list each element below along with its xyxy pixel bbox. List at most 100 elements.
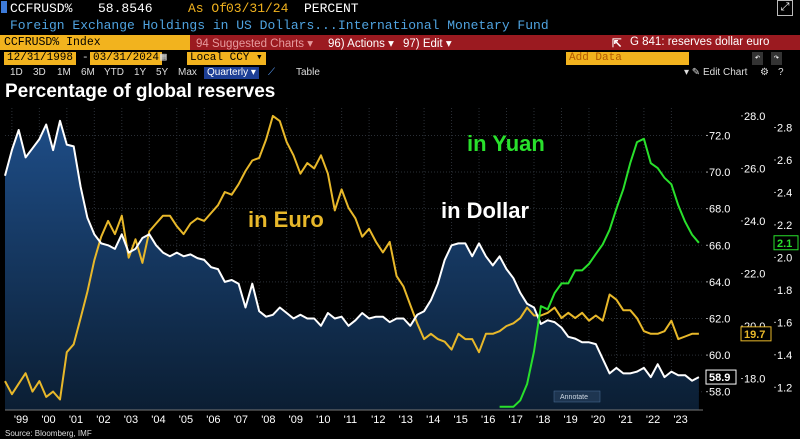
help-icon[interactable]: ? <box>778 67 784 78</box>
security-header: CCFRUSD% 58.8546 As Of 03/31/24 PERCENT … <box>0 0 800 18</box>
period-1y[interactable]: 1Y <box>134 67 147 78</box>
dollar-area-fill <box>5 120 699 411</box>
actions-menu[interactable]: 96) Actions ▾ <box>328 38 394 50</box>
edit-menu[interactable]: 97) Edit ▾ <box>403 38 452 50</box>
euro-axis-tick-label: 22.0 <box>744 268 765 280</box>
add-data-input[interactable]: Add Data <box>566 52 689 65</box>
unit-label: PERCENT <box>304 1 359 16</box>
reserves-chart: '99 '00 '01 '02 '03 '04 '05 '06 '07 '08 '09 '10 '11 '… <box>4 108 799 426</box>
edit-label: 97) Edit <box>403 38 443 50</box>
period-3d[interactable]: 3D <box>33 67 46 78</box>
frequency-select[interactable]: Quarterly ▾ <box>204 67 259 79</box>
yuan-last-value: 2.1 <box>777 238 792 250</box>
yuan-axis-tick-label: 1.8 <box>777 285 792 297</box>
euro-last-value: 19.7 <box>744 329 765 341</box>
yuan-badge-box <box>773 235 799 251</box>
euro-series-line <box>4 114 699 401</box>
as-of-label: As Of <box>188 1 228 16</box>
suggested-charts-label: 94 Suggested Charts <box>196 38 305 50</box>
as-of-date: 03/31/24 <box>226 1 289 16</box>
x-tick-label: '19 <box>563 414 577 426</box>
actions-label: 96) Actions <box>328 38 385 50</box>
source-organization: International Monetary Fund <box>338 18 549 33</box>
period-bar: 1D 3D 1M 6M YTD 1Y 5Y Max Quarterly ▾ ⟋ … <box>0 67 800 79</box>
x-tick-label: '16 <box>481 414 495 426</box>
dollar-last-badge: 58.9 <box>705 369 737 385</box>
yuan-annotation: in Yuan <box>467 131 545 156</box>
date-range-bar: 12/31/1998 - 03/31/2024 ▦ Local CCY ▾ Ad… <box>0 52 800 66</box>
line-chart-icon[interactable]: ⟋ <box>268 67 275 78</box>
description-row: Foreign Exchange Holdings in US Dollars.… <box>0 18 800 34</box>
x-tick-label: '08 <box>261 414 275 426</box>
edit-chart-menu[interactable]: ▾ ✎ Edit Chart <box>684 67 748 78</box>
date-range-separator: - <box>82 52 89 64</box>
x-tick-label: '05 <box>179 414 193 426</box>
ticker-symbol: CCFRUSD% <box>10 1 73 16</box>
annotate-button[interactable]: Annotate <box>553 390 601 403</box>
edit-chart-label: Edit Chart <box>702 67 748 78</box>
annotations: in Yuan in Euro in Dollar <box>248 131 545 232</box>
yuan-axis-tick-label: 2.4 <box>777 187 792 199</box>
x-tick-label: '06 <box>206 414 220 426</box>
x-tick-label: '09 <box>289 414 303 426</box>
table-view-button[interactable]: Table <box>296 67 320 78</box>
start-date-input[interactable]: 12/31/1998 <box>4 52 77 65</box>
frequency-value: Quarterly <box>207 67 249 78</box>
yuan-axis-tick-label: 1.6 <box>777 317 792 329</box>
expand-icon[interactable]: ⤢ <box>777 0 793 16</box>
x-tick-label: '14 <box>426 414 440 426</box>
yuan-last-badge: 2.1 <box>773 235 799 251</box>
x-tick-label: '10 <box>316 414 330 426</box>
x-tick-label: '07 <box>234 414 248 426</box>
dollar-axis-tick-label: 64.0 <box>709 277 730 289</box>
x-tick-label: '00 <box>41 414 55 426</box>
dollar-series-line <box>4 119 700 382</box>
dollar-axis-tick-label: 72.0 <box>709 130 730 142</box>
x-tick-label: '21 <box>618 414 632 426</box>
yuan-axis-tick-label: 2.6 <box>777 155 792 167</box>
period-max[interactable]: Max <box>178 67 197 78</box>
source-note: Source: Bloomberg, IMF <box>5 429 92 438</box>
dollar-axis-tick-label: 58.0 <box>709 387 730 399</box>
yuan-axis-tick-label: 2.2 <box>777 220 792 232</box>
last-value: 58.8546 <box>98 1 153 16</box>
x-tick-label: '18 <box>536 414 550 426</box>
security-field[interactable]: CCFRUSD% Index <box>0 35 190 50</box>
euro-axis-tick-label: 28.0 <box>744 111 765 123</box>
x-tick-label: '23 <box>673 414 687 426</box>
dollar-last-value: 58.9 <box>709 372 730 384</box>
period-ytd[interactable]: YTD <box>104 67 124 78</box>
end-date-input[interactable]: 03/31/2024 <box>90 52 163 65</box>
period-5y[interactable]: 5Y <box>156 67 169 78</box>
yuan-axis-tick-label: 2.8 <box>777 122 792 134</box>
dollar-annotation: in Dollar <box>441 198 529 223</box>
series-description: Foreign Exchange Holdings in US Dollars.… <box>10 18 338 33</box>
currency-value: Local CCY <box>190 52 250 64</box>
annotate-label: Annotate <box>560 394 588 401</box>
period-6m[interactable]: 6M <box>81 67 95 78</box>
dollar-axis-tick-label: 68.0 <box>709 204 730 216</box>
expand-graph-icon[interactable]: ⇱ <box>612 38 622 50</box>
euro-axis-tick-label: 26.0 <box>744 163 765 175</box>
euro-axis-tick-label: 24.0 <box>744 216 765 228</box>
x-tick-label: '13 <box>399 414 413 426</box>
period-1d[interactable]: 1D <box>10 67 23 78</box>
dollar-axis-tick-label: 60.0 <box>709 350 730 362</box>
x-tick-label: '01 <box>69 414 83 426</box>
suggested-charts-menu[interactable]: 94 Suggested Charts ▾ <box>196 38 314 50</box>
x-tick-label: '12 <box>371 414 385 426</box>
yuan-axis-tick-label: 1.4 <box>777 350 792 362</box>
dollar-badge-box <box>705 369 737 385</box>
command-bar: CCFRUSD% Index 94 Suggested Charts ▾ 96)… <box>0 35 800 50</box>
currency-select[interactable]: Local CCY ▾ <box>187 52 266 65</box>
period-1m[interactable]: 1M <box>57 67 71 78</box>
x-tick-label: '99 <box>14 414 28 426</box>
calendar-icon[interactable]: ▦ <box>160 52 167 64</box>
security-color-marker <box>1 1 7 13</box>
yuan-axis-tick-label: 2.0 <box>777 252 792 264</box>
redo-icon[interactable]: ↷ <box>771 52 782 65</box>
graph-title: G 841: reserves dollar euro <box>630 36 770 48</box>
gear-icon[interactable]: ⚙ <box>760 67 769 78</box>
undo-icon[interactable]: ↶ <box>752 52 763 65</box>
x-tick-label: '15 <box>454 414 468 426</box>
